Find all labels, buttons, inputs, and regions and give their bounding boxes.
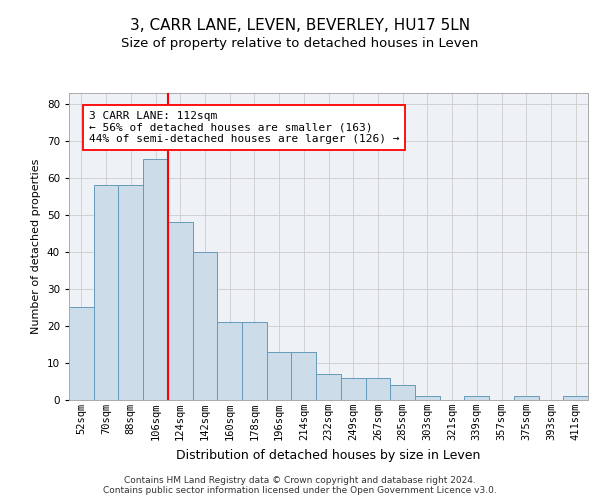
Y-axis label: Number of detached properties: Number of detached properties — [31, 158, 41, 334]
Bar — [193, 252, 217, 400]
Text: Contains HM Land Registry data © Crown copyright and database right 2024.
Contai: Contains HM Land Registry data © Crown c… — [103, 476, 497, 495]
Bar — [267, 352, 292, 400]
X-axis label: Distribution of detached houses by size in Leven: Distribution of detached houses by size … — [176, 448, 481, 462]
Bar — [365, 378, 390, 400]
Bar — [464, 396, 489, 400]
Bar — [292, 352, 316, 400]
Text: Size of property relative to detached houses in Leven: Size of property relative to detached ho… — [121, 38, 479, 51]
Bar — [69, 308, 94, 400]
Bar — [168, 222, 193, 400]
Bar — [118, 185, 143, 400]
Text: 3 CARR LANE: 112sqm
← 56% of detached houses are smaller (163)
44% of semi-detac: 3 CARR LANE: 112sqm ← 56% of detached ho… — [89, 111, 399, 144]
Bar — [94, 185, 118, 400]
Bar — [563, 396, 588, 400]
Bar — [316, 374, 341, 400]
Bar — [242, 322, 267, 400]
Bar — [217, 322, 242, 400]
Bar — [415, 396, 440, 400]
Bar — [143, 159, 168, 400]
Bar — [514, 396, 539, 400]
Text: 3, CARR LANE, LEVEN, BEVERLEY, HU17 5LN: 3, CARR LANE, LEVEN, BEVERLEY, HU17 5LN — [130, 18, 470, 32]
Bar — [390, 385, 415, 400]
Bar — [341, 378, 365, 400]
